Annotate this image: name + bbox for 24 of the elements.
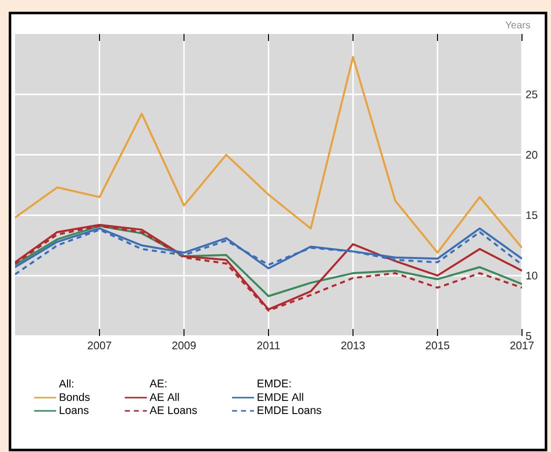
text: AE: (150, 380, 166, 388)
legend-label: EMDE Loans (258, 406, 322, 414)
x-tick-label: 2017 (510, 342, 534, 350)
y-tick-label: 20 (526, 150, 538, 159)
text: All: (58, 379, 74, 388)
legend-label: Loans (60, 406, 88, 414)
x-tick-label: 2007 (88, 342, 112, 350)
x-tick-label: 2015 (426, 342, 450, 350)
y-tick-label: 15 (526, 211, 538, 220)
y-tick-label: 25 (526, 90, 538, 98)
y-tick-label: 10 (526, 272, 538, 280)
y-tick-label: 5 (526, 332, 532, 340)
x-tick-label: 2011 (257, 342, 280, 350)
line-series (15, 225, 522, 298)
y-axis-title: Years (505, 21, 530, 28)
legend-label: AE All (150, 392, 179, 401)
line-series (15, 228, 522, 276)
legend-label: Bonds (60, 392, 90, 401)
legend-label: EMDE All (258, 392, 304, 401)
x-tick-label: 2013 (341, 342, 365, 350)
line-series (15, 56, 522, 254)
x-tick-label: 2009 (172, 342, 196, 350)
text: EMDE: (258, 380, 291, 388)
legend-label: AE Loans (150, 406, 197, 414)
